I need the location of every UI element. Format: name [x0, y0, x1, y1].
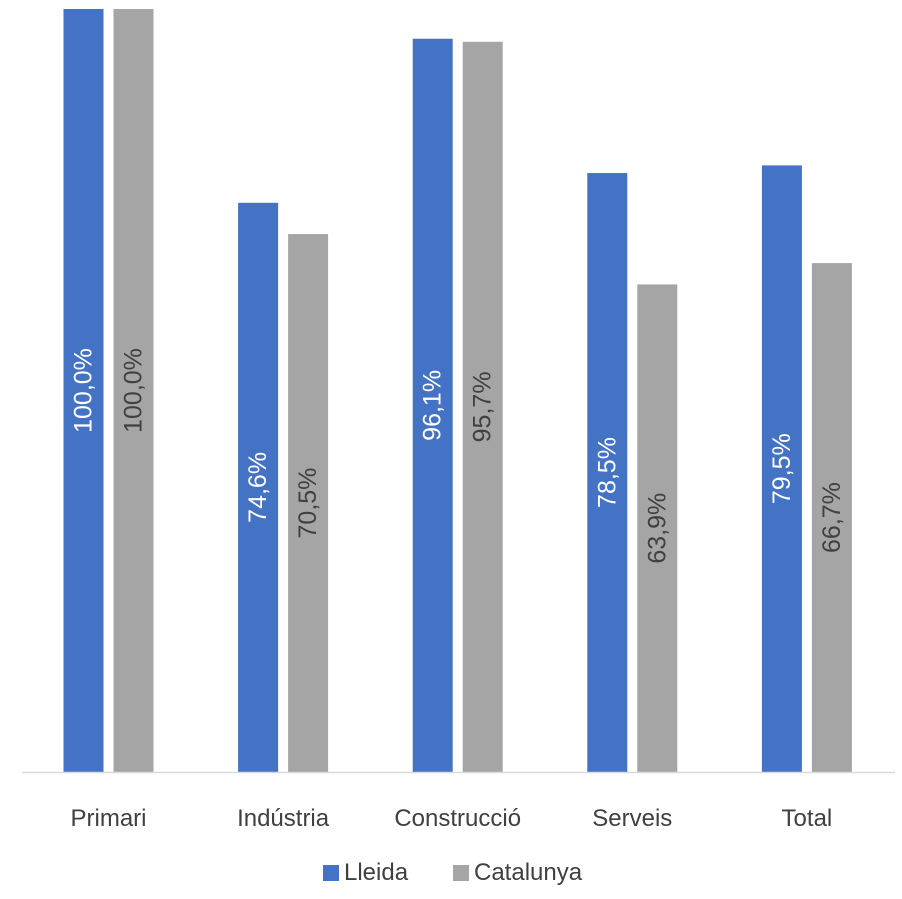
data-label-lleida-1: 100,0%	[70, 348, 98, 433]
data-label-lleida-3: 96,1%	[419, 370, 447, 441]
bar-lleida-2	[238, 202, 279, 772]
data-label-catalunya-2: 70,5%	[294, 468, 322, 539]
data-label-catalunya-4: 63,9%	[643, 493, 671, 564]
legend-swatch-lleida	[323, 865, 339, 881]
x-tick-label: Construcció	[394, 805, 521, 832]
x-tick-label: Total	[782, 805, 833, 832]
legend-item-lleida: Lleida	[323, 859, 409, 886]
x-axis-tick-labels: Primari Indústria Construcció Serveis Total	[71, 805, 833, 832]
legend-item-catalunya: Catalunya	[453, 859, 583, 886]
data-label-lleida-2: 74,6%	[244, 452, 272, 523]
data-label-catalunya-3: 95,7%	[469, 371, 497, 442]
legend-swatch-catalunya	[453, 865, 469, 881]
x-tick-label: Indústria	[237, 805, 330, 832]
bar-catalunya-1	[113, 9, 154, 772]
data-label-lleida-4: 78,5%	[593, 437, 621, 508]
data-labels-layer: 100,0% 100,0% 74,6% 70,5% 96,1% 95,7% 78,5% 63,…	[70, 348, 846, 564]
bar-catalunya-2	[288, 234, 329, 772]
bar-lleida-3	[412, 38, 453, 772]
bar-lleida-5	[761, 165, 802, 773]
bars-layer	[63, 9, 852, 773]
data-label-catalunya-5: 66,7%	[818, 482, 846, 553]
data-label-lleida-5: 79,5%	[768, 433, 796, 504]
bar-lleida-1	[63, 9, 104, 772]
bar-lleida-4	[587, 173, 628, 773]
legend-label-lleida: Lleida	[344, 859, 409, 886]
bar-catalunya-5	[811, 263, 852, 772]
legend-label-catalunya: Catalunya	[474, 859, 583, 886]
legend: Lleida Catalunya	[323, 859, 583, 886]
data-label-catalunya-1: 100,0%	[120, 348, 148, 433]
bar-catalunya-4	[637, 284, 678, 772]
bar-catalunya-3	[462, 41, 503, 772]
x-tick-label: Serveis	[592, 805, 672, 832]
x-tick-label: Primari	[71, 805, 147, 832]
